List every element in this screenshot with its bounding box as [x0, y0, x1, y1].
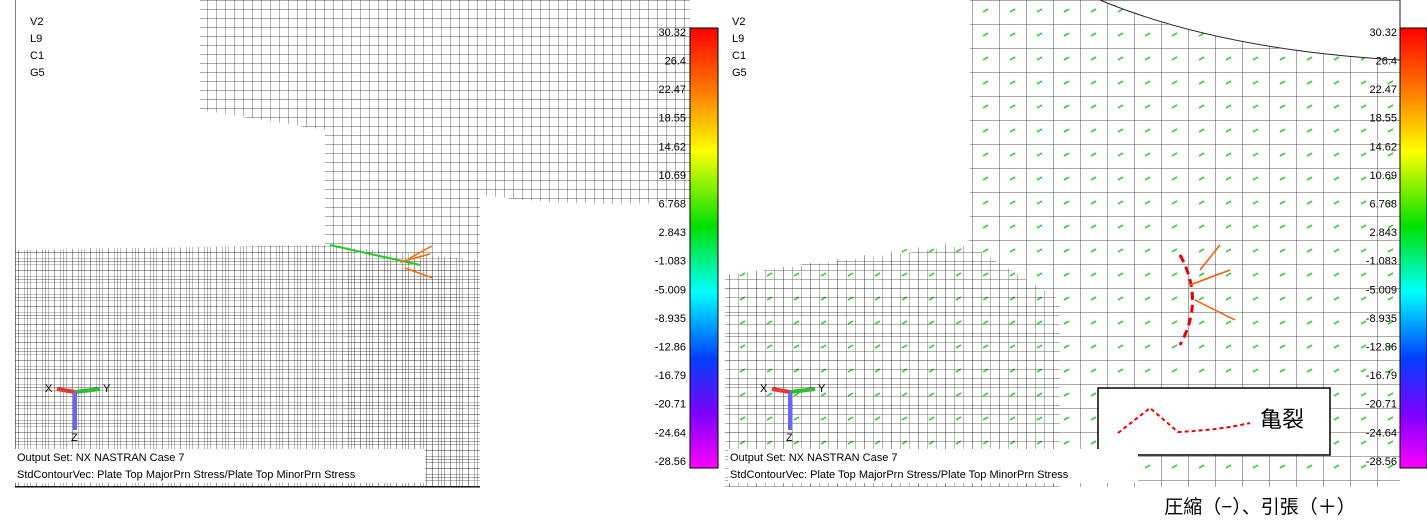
legend-label: -20.71 — [655, 399, 686, 411]
view-label: G5 — [732, 67, 747, 79]
legend-label: -16.79 — [1366, 370, 1397, 382]
crack-label: 亀裂 — [1260, 407, 1304, 432]
legend-label: 2.843 — [1369, 227, 1397, 239]
legend-label: -5.009 — [1366, 284, 1397, 296]
axis-label: Z — [786, 432, 793, 444]
legend-label: -1.083 — [655, 256, 686, 268]
view-label: G5 — [30, 67, 45, 79]
left-model — [15, 0, 690, 487]
legend-label: -24.64 — [655, 427, 686, 439]
view-label: V2 — [30, 16, 43, 28]
view-label: L9 — [30, 33, 42, 45]
legend-label: 6.768 — [658, 199, 686, 211]
legend-label: -20.71 — [1366, 399, 1397, 411]
legend-label: 30.32 — [658, 27, 686, 39]
legend-label: -8.935 — [655, 313, 686, 325]
view-label: V2 — [732, 16, 745, 28]
color-bar — [1400, 28, 1427, 468]
axis-label: Z — [71, 432, 78, 444]
axis-label: X — [45, 383, 53, 395]
legend-label: 22.47 — [658, 84, 686, 96]
color-bar — [690, 28, 718, 468]
legend-label: 6.768 — [1369, 199, 1397, 211]
legend-label: -5.009 — [655, 284, 686, 296]
legend-label: 22.47 — [1369, 84, 1397, 96]
legend-label: 26.4 — [665, 56, 686, 68]
caption: 圧縮（−）、引張（＋） — [1164, 496, 1356, 518]
legend-label: 14.62 — [658, 141, 686, 153]
footer-text: StdContourVec: Plate Top MajorPrn Stress… — [730, 469, 1069, 481]
legend-label: -16.79 — [655, 370, 686, 382]
legend-label: -28.56 — [1366, 456, 1397, 468]
axis-label: X — [760, 383, 768, 395]
legend-label: 18.55 — [1369, 113, 1397, 125]
view-label: C1 — [732, 50, 746, 62]
footer-text: StdContourVec: Plate Top MajorPrn Stress… — [17, 469, 356, 481]
legend-label: -1.083 — [1366, 256, 1397, 268]
footer-text: Output Set: NX NASTRAN Case 7 — [17, 452, 185, 464]
screenshot: 亀裂 圧縮（−）、引張（＋） V2 L9 C1 G5 30.32 26.4 22.47 18.… — [0, 0, 1427, 524]
legend-label: 14.62 — [1369, 141, 1397, 153]
legend-label: 10.69 — [658, 170, 686, 182]
legend-label: 30.32 — [1369, 27, 1397, 39]
legend-label: 2.843 — [658, 227, 686, 239]
legend-label: 26.4 — [1376, 56, 1397, 68]
legend-label: -12.86 — [1366, 342, 1397, 354]
view-label: C1 — [30, 50, 44, 62]
legend-label: -12.86 — [655, 342, 686, 354]
legend-label: 10.69 — [1369, 170, 1397, 182]
axis-label: Y — [818, 383, 826, 395]
legend-label: 18.55 — [658, 113, 686, 125]
footer-text: Output Set: NX NASTRAN Case 7 — [730, 452, 898, 464]
axis-label: Y — [103, 383, 111, 395]
view-label: L9 — [732, 33, 744, 45]
legend-label: -24.64 — [1366, 427, 1397, 439]
legend-label: -28.56 — [655, 456, 686, 468]
legend-label: -8.935 — [1366, 313, 1397, 325]
